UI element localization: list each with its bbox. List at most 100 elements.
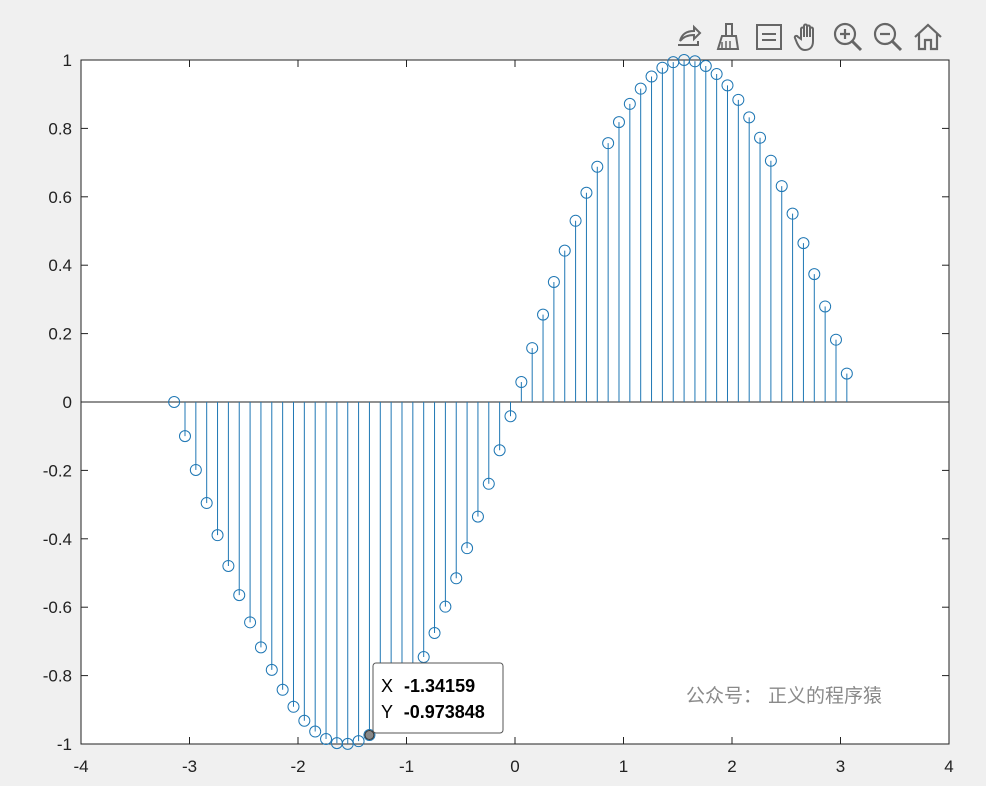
x-tick-label: 4	[944, 757, 953, 776]
stem-marker[interactable]	[840, 367, 853, 380]
stem-marker[interactable]	[428, 627, 441, 640]
stem-marker[interactable]	[265, 663, 278, 676]
stem-marker[interactable]	[797, 237, 810, 250]
zoom-out-icon	[873, 22, 903, 52]
stem-marker[interactable]	[287, 700, 300, 713]
stem-marker[interactable]	[504, 410, 517, 423]
zoom-out-button[interactable]	[870, 19, 906, 55]
stem-marker[interactable]	[699, 59, 712, 72]
stem-marker[interactable]	[439, 600, 452, 613]
datatip-x-value: -1.34159	[404, 676, 475, 696]
stem-marker[interactable]	[602, 137, 615, 150]
stem-marker[interactable]	[710, 68, 723, 81]
stem-marker[interactable]	[168, 396, 181, 408]
stem-marker[interactable]	[200, 497, 213, 510]
axis-ticks: -4 -3 -2 -1 0 1 2 3 4 -1 -0.8 -0.6 -0.4 -0.2 0 0.2 0.4 0.…	[43, 51, 954, 776]
stem-marker[interactable]	[537, 308, 550, 321]
y-tick-label: 0.4	[48, 256, 72, 275]
stem-marker[interactable]	[211, 529, 224, 542]
y-tick-label: -0.4	[43, 530, 72, 549]
stem-marker[interactable]	[732, 93, 745, 106]
home-icon	[914, 23, 942, 51]
stem-marker[interactable]	[526, 342, 539, 355]
y-tick-label: -1	[57, 735, 72, 754]
stem-marker[interactable]	[721, 79, 734, 92]
datatip-x-label: X	[381, 676, 393, 696]
stem-marker[interactable]	[178, 430, 191, 443]
stem-marker[interactable]	[688, 55, 701, 68]
home-button[interactable]	[910, 19, 946, 55]
y-tick-label: 0.2	[48, 325, 72, 344]
stem-marker[interactable]	[320, 733, 333, 746]
pan-button[interactable]	[790, 19, 826, 55]
x-tick-label: 0	[510, 757, 519, 776]
stem-marker[interactable]	[363, 729, 376, 742]
stem-marker[interactable]	[580, 186, 593, 199]
datatip-y-label: Y	[381, 702, 393, 722]
brush-icon	[716, 23, 740, 50]
stem-marker[interactable]	[656, 61, 669, 74]
y-tick-label: -0.8	[43, 667, 72, 686]
stem-marker[interactable]	[244, 616, 257, 629]
stem-marker[interactable]	[623, 97, 636, 110]
stem-marker[interactable]	[471, 510, 484, 523]
x-tick-label: 2	[727, 757, 736, 776]
stem-marker[interactable]	[515, 376, 528, 389]
y-tick-label: 0.8	[48, 119, 72, 138]
stem-marker[interactable]	[547, 276, 560, 289]
stem-marker[interactable]	[754, 131, 767, 144]
stem-marker[interactable]	[569, 214, 582, 227]
stem-marker[interactable]	[808, 268, 821, 281]
x-tick-label: -1	[399, 757, 414, 776]
y-tick-label: 1	[63, 51, 72, 70]
stem-marker[interactable]	[493, 444, 506, 457]
stem-marker[interactable]	[743, 111, 756, 124]
stem-marker[interactable]	[558, 244, 571, 257]
stem-marker[interactable]	[222, 559, 235, 572]
export-icon	[678, 24, 702, 46]
y-tick-label: -0.6	[43, 598, 72, 617]
stem-marker[interactable]	[645, 70, 658, 83]
svg-text:Y -0.973848: Y -0.973848	[381, 702, 485, 722]
brush-button[interactable]	[710, 19, 746, 55]
zoom-in-icon	[833, 22, 863, 52]
stem-marker[interactable]	[254, 641, 267, 654]
stem-marker[interactable]	[352, 735, 365, 748]
svg-text:X -1.34159: X -1.34159	[381, 676, 475, 696]
y-tick-label: 0.6	[48, 188, 72, 207]
datatip-y-value: -0.973848	[404, 702, 485, 722]
x-tick-label: 1	[619, 757, 628, 776]
stem-marker[interactable]	[612, 116, 625, 129]
stem-marker[interactable]	[775, 180, 788, 193]
stem-marker[interactable]	[764, 154, 777, 167]
figure-toolbar	[670, 18, 946, 56]
x-tick-label: -3	[182, 757, 197, 776]
datatip[interactable]: X -1.34159 Y -0.973848	[364, 662, 504, 741]
stem-marker[interactable]	[829, 333, 842, 346]
pan-hand-icon	[793, 23, 814, 52]
zoom-in-button[interactable]	[830, 19, 866, 55]
stem-marker[interactable]	[819, 300, 832, 313]
stem-marker[interactable]	[450, 572, 463, 585]
datatip-box	[372, 662, 504, 734]
x-tick-label: -2	[290, 757, 305, 776]
stem-marker[interactable]	[309, 725, 322, 738]
stem-marker[interactable]	[591, 160, 604, 173]
export-button[interactable]	[670, 19, 706, 55]
x-tick-label: 3	[836, 757, 845, 776]
stem-marker[interactable]	[482, 477, 495, 490]
stem-marker[interactable]	[786, 207, 799, 220]
stem-marker[interactable]	[276, 683, 289, 696]
x-tick-label: -4	[73, 757, 88, 776]
y-tick-label: -0.2	[43, 461, 72, 480]
datatip-marker	[364, 730, 375, 741]
watermark-text: 公众号： 正义的程序猿	[686, 685, 882, 707]
stem-marker[interactable]	[298, 714, 311, 727]
stem-marker[interactable]	[233, 589, 246, 602]
datatip-icon	[756, 24, 782, 50]
datatip-button[interactable]	[750, 19, 786, 55]
stem-marker[interactable]	[634, 82, 647, 95]
stem-marker[interactable]	[189, 463, 202, 476]
stem-marker[interactable]	[461, 542, 474, 555]
